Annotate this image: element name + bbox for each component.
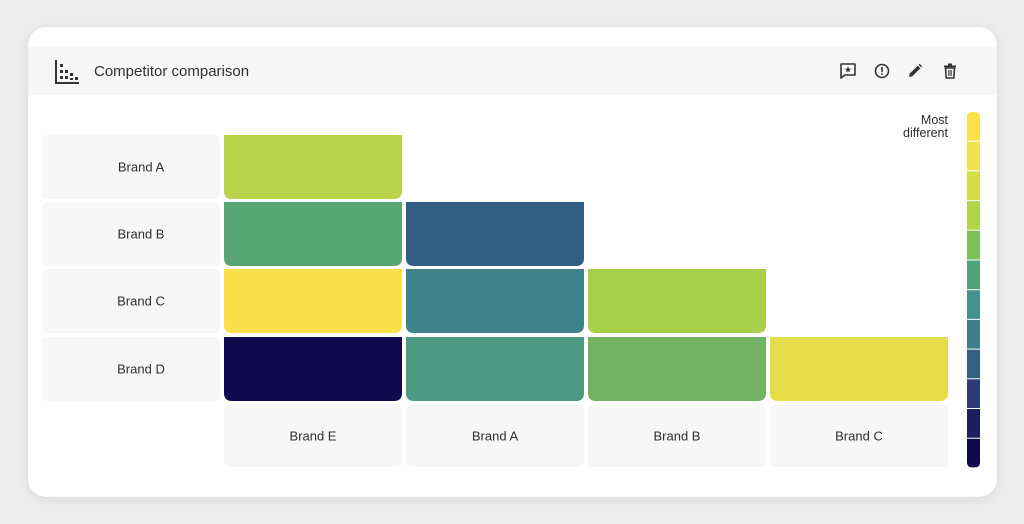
legend-color-step [967,349,980,379]
legend-color-step [967,409,980,438]
column-label: Brand E [290,429,337,444]
info-icon [874,63,890,79]
delete-button[interactable] [940,61,960,81]
column-label-box [224,405,402,467]
legend-color-step [967,171,980,201]
column-label: Brand C [835,429,883,444]
comment-button[interactable] [838,61,858,81]
column-label-box [588,405,766,467]
legend-color-step [967,260,980,290]
legend-color-step [967,438,980,468]
row-label: Brand C [117,294,165,309]
heatmap-cell[interactable] [588,269,766,333]
legend-color-step [967,379,980,408]
page-title: Competitor comparison [94,63,250,80]
edit-button[interactable] [905,61,925,81]
row-label-box [42,202,220,266]
legend-color-step [967,201,980,230]
pencil-icon [909,63,923,77]
card-header: Competitor comparison [28,47,997,95]
legend-color-step [967,230,980,260]
legend-color-step [967,290,980,319]
comment-icon [840,63,856,79]
column-label-box [770,405,948,467]
legend-color-step [967,112,980,141]
trash-icon [944,63,956,79]
heatmap-cell[interactable] [406,269,584,333]
column-label: Brand B [654,429,701,444]
row-label-box [42,135,220,199]
info-button[interactable] [872,61,892,81]
heatmap-cell[interactable] [406,337,584,401]
heatmap-cell[interactable] [588,337,766,401]
heatmap-cell[interactable] [770,337,948,401]
row-label: Brand B [118,227,165,242]
column-label: Brand A [472,429,519,444]
row-label-box [42,337,220,401]
heatmap-cell[interactable] [224,337,402,401]
heatmap-cell[interactable] [224,269,402,333]
heatmap-cell[interactable] [224,202,402,266]
bar-chart-icon [54,59,80,85]
legend-color-step [967,319,980,349]
row-label: Brand D [117,362,165,377]
row-label-box [42,269,220,333]
row-label: Brand A [118,160,165,175]
legend-color-step [967,141,980,171]
column-label-box [406,405,584,467]
heatmap-cell[interactable] [406,202,584,266]
legend-label: Most different [903,113,948,140]
heatmap-cell[interactable] [224,135,402,199]
